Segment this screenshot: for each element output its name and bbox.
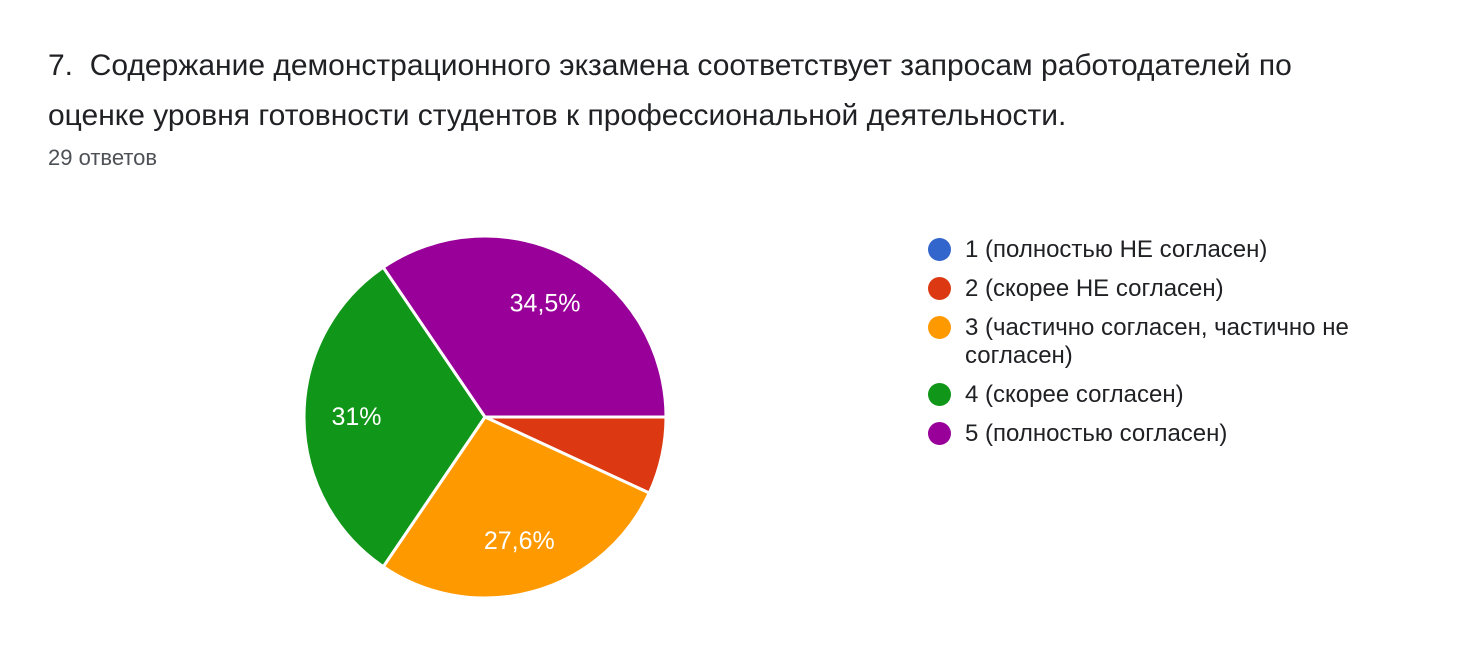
legend-item: 3 (частично согласен, частично не соглас… bbox=[928, 314, 1405, 370]
legend-label: 3 (частично согласен, частично не соглас… bbox=[965, 314, 1349, 369]
question-title: 7. Содержание демонстрационного экзамена… bbox=[48, 49, 1292, 132]
legend-color-dot-icon bbox=[928, 383, 951, 406]
legend-item: 2 (скорее НЕ согласен) bbox=[928, 275, 1405, 303]
legend-item: 1 (полностью НЕ согласен) bbox=[928, 236, 1405, 264]
legend-color-dot-icon bbox=[928, 422, 951, 445]
pie-slice-label: 31% bbox=[331, 403, 381, 431]
legend-label: 2 (скорее НЕ согласен) bbox=[965, 275, 1224, 302]
legend-item: 4 (скорее согласен) bbox=[928, 381, 1405, 409]
pie-slice[interactable] bbox=[302, 265, 487, 569]
pie-slice[interactable] bbox=[381, 234, 668, 419]
pie-slice[interactable] bbox=[381, 415, 651, 600]
chart-legend: 1 (полностью НЕ согласен) 2 (скорее НЕ со… bbox=[928, 236, 1405, 448]
pie-slice-label: 27,6% bbox=[484, 527, 555, 555]
legend-color-dot-icon bbox=[928, 277, 951, 300]
legend-label: 1 (полностью НЕ согласен) bbox=[965, 236, 1268, 263]
legend-label: 4 (скорее согласен) bbox=[965, 381, 1184, 408]
legend-label: 5 (полностью согласен) bbox=[965, 420, 1228, 447]
response-count: 29 ответов bbox=[48, 145, 158, 170]
pie-slice-label: 34,5% bbox=[510, 289, 581, 317]
pie-chart: 27,6% 31% 34,5% bbox=[302, 234, 668, 600]
legend-color-dot-icon bbox=[928, 238, 951, 261]
legend-item: 5 (полностью согласен) bbox=[928, 420, 1405, 448]
legend-color-dot-icon bbox=[928, 316, 951, 339]
